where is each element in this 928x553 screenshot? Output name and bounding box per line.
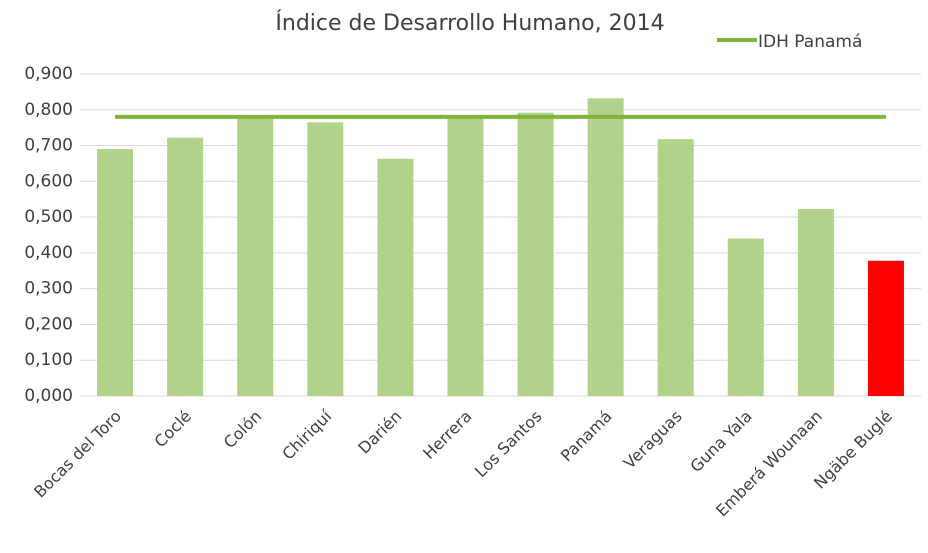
chart-title: Índice de Desarrollo Humano, 2014: [275, 10, 664, 36]
y-tick-label: 0,800: [24, 100, 73, 120]
bar: [447, 116, 484, 396]
bar: [657, 139, 694, 397]
x-tick-label: Colón: [220, 407, 265, 452]
x-tick-label: Veraguas: [620, 407, 686, 473]
bar: [797, 208, 834, 396]
bar: [587, 98, 624, 396]
x-tick-label: Bocas del Toro: [30, 407, 125, 502]
bar: [97, 149, 134, 396]
x-tick-label: Herrera: [419, 407, 475, 463]
bar: [237, 116, 274, 396]
y-tick-label: 0,000: [24, 386, 73, 406]
bar: [377, 158, 414, 396]
x-tick-label: Coclé: [151, 407, 196, 452]
y-tick-label: 0,900: [24, 64, 73, 84]
y-tick-label: 0,200: [24, 314, 73, 334]
bar: [867, 260, 904, 396]
y-tick-label: 0,400: [24, 243, 73, 263]
x-tick-label: Darién: [354, 407, 405, 458]
bar: [167, 137, 204, 396]
y-tick-label: 0,500: [24, 207, 73, 227]
x-tick-label: Los Santos: [471, 407, 545, 481]
bar: [517, 112, 554, 396]
x-tick-label: Panamá: [557, 407, 616, 466]
x-tick-label: Guna Yala: [686, 407, 755, 476]
legend-label: IDH Panamá: [758, 32, 862, 52]
x-tick-label: Chiriquí: [278, 406, 335, 463]
y-tick-label: 0,600: [24, 171, 73, 191]
y-tick-label: 0,300: [24, 279, 73, 299]
bar: [727, 238, 764, 396]
y-tick-label: 0,700: [24, 136, 73, 156]
bar: [307, 122, 344, 397]
y-tick-label: 0,100: [24, 350, 73, 370]
